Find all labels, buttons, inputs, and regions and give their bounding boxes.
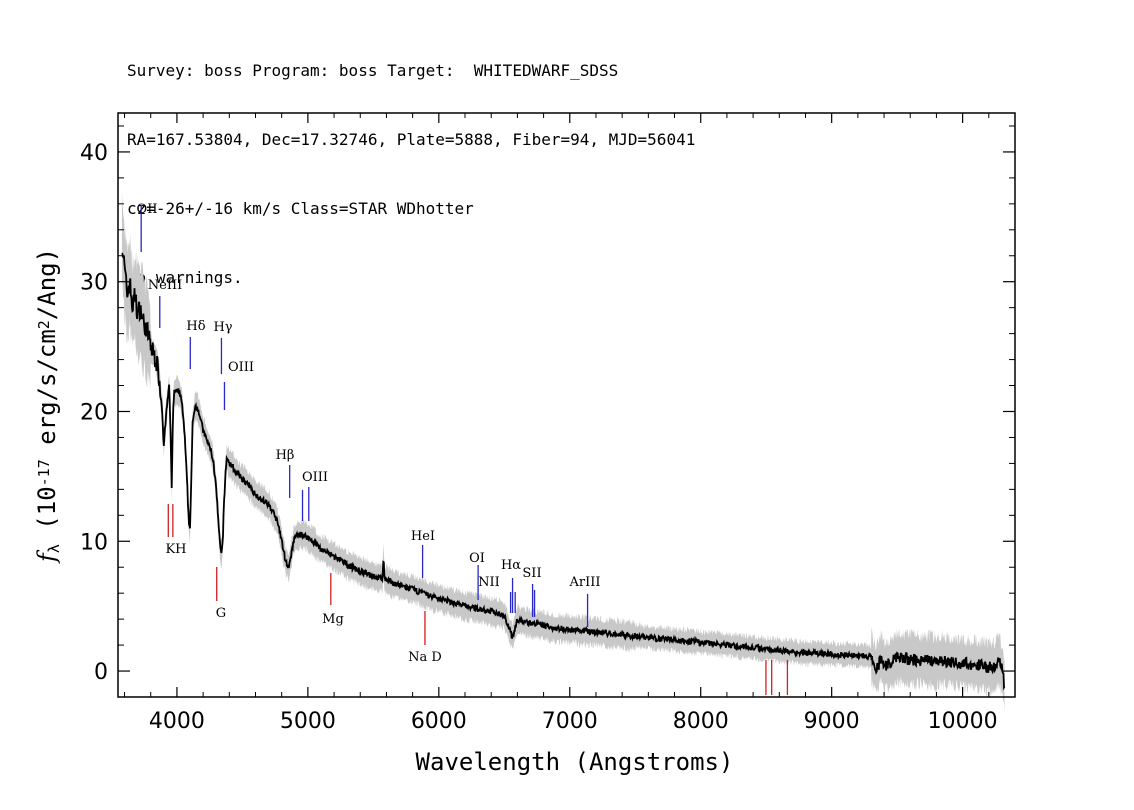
- emission-line-label: ArIII: [568, 575, 600, 590]
- flux-series: [121, 252, 1006, 691]
- y-tick-label: 10: [80, 530, 108, 555]
- emission-line-label: Hβ: [276, 448, 295, 463]
- y-tick-label: 40: [80, 141, 108, 166]
- coordinates-line: RA=167.53804, Dec=17.32746, Plate=5888, …: [127, 130, 696, 149]
- emission-line-label: Hγ: [213, 320, 232, 335]
- survey-line: Survey: boss Program: boss Target: WHITE…: [127, 61, 619, 80]
- x-tick-label: 6000: [411, 709, 467, 734]
- y-tick-label: 30: [80, 271, 108, 296]
- flux-line: [121, 252, 1006, 691]
- emission-line-label: SII: [522, 566, 541, 581]
- error-band: [121, 189, 1005, 713]
- x-tick-label: 5000: [280, 709, 336, 734]
- absorption-line-label: Na D: [408, 650, 442, 665]
- x-tick-label: 7000: [542, 709, 598, 734]
- emission-line-label: NII: [478, 575, 500, 590]
- axis-ticks: 4000 5000 6000 7000 8000 9000 10000 0 10 20 30 40: [80, 113, 1016, 734]
- plot-frame: [117, 112, 1016, 698]
- spectrum-header: Survey: boss Program: boss Target: WHITE…: [127, 13, 695, 312]
- absorption-line-label: Mg: [322, 612, 344, 627]
- flux-error-band: [121, 189, 1005, 713]
- emission-line-label: NeIII: [148, 278, 182, 293]
- absorption-line-label: G: [216, 606, 226, 621]
- emission-line-label: Hα: [501, 558, 521, 573]
- y-tick-label: 0: [94, 660, 108, 685]
- emission-line-label: OIII: [228, 360, 254, 375]
- emission-line-label: OI: [469, 551, 485, 566]
- redshift-class-line: cz=-26+/-16 km/s Class=STAR WDhotter: [127, 199, 474, 218]
- emission-line-label: OII: [137, 202, 158, 217]
- x-tick-label: 4000: [149, 709, 205, 734]
- emission-line-label: OIII: [302, 470, 328, 485]
- x-tick-label: 8000: [673, 709, 729, 734]
- x-axis-title: Wavelength (Angstroms): [416, 748, 734, 776]
- emission-line-label: Hδ: [186, 319, 205, 334]
- y-tick-label: 20: [80, 400, 108, 425]
- x-tick-label: 9000: [804, 709, 860, 734]
- y-axis-title: fλ (10-17 erg/s/cm2/Ang): [33, 248, 63, 564]
- x-tick-label: 10000: [928, 709, 998, 734]
- emission-line-label: HeI: [411, 529, 435, 544]
- y-axis-title-text: fλ (10-17 erg/s/cm2/Ang): [33, 248, 63, 564]
- absorption-line-label: KH: [165, 542, 186, 557]
